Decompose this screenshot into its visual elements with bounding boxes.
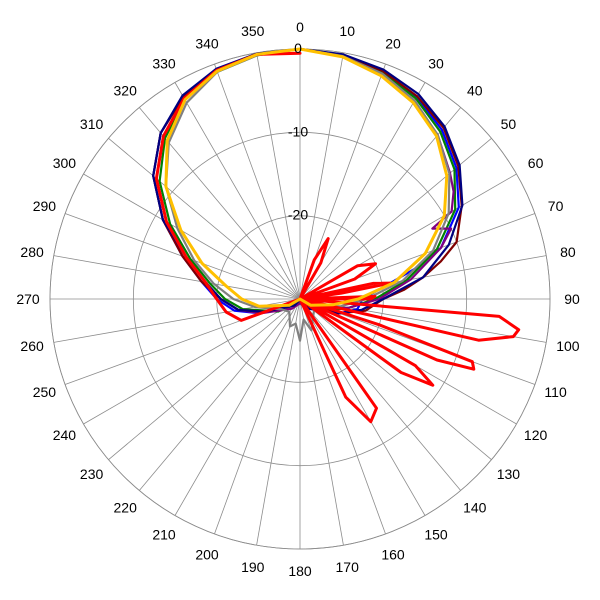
angle-tick-label: 140 (463, 499, 487, 515)
angle-tick-label: 20 (385, 35, 401, 51)
spoke-320 (138, 107, 301, 300)
angle-tick-label: 90 (564, 291, 580, 307)
angle-tick-label: 190 (241, 559, 265, 575)
spoke-150 (299, 298, 426, 516)
angle-tick-label: 10 (339, 23, 355, 39)
angle-tick-label: 100 (556, 338, 580, 354)
spoke-210 (174, 298, 301, 516)
angle-tick-label: 300 (53, 155, 77, 171)
spoke-40 (299, 107, 462, 300)
spoke-240 (83, 298, 301, 425)
angle-tick-label: 230 (80, 466, 104, 482)
angle-tick-label: 210 (152, 527, 176, 543)
series-layer (152, 47, 521, 424)
angle-tick-label: 270 (16, 291, 40, 307)
series-line-6 (154, 51, 521, 424)
spoke-190 (256, 298, 301, 546)
angle-tick-label: 340 (195, 35, 219, 51)
angle-tick-label: 60 (528, 155, 544, 171)
angle-tick-label: 350 (241, 23, 265, 39)
angle-tick-label: 260 (20, 338, 44, 354)
angle-tick-label: 130 (497, 466, 521, 482)
angle-tick-label: 330 (152, 55, 176, 71)
spoke-310 (108, 137, 301, 300)
angle-tick-label: 40 (467, 83, 483, 99)
angle-tick-label: 180 (288, 563, 312, 579)
angle-tick-label: 150 (424, 527, 448, 543)
angle-tick-label: 50 (501, 116, 517, 132)
spoke-340 (214, 63, 301, 300)
spoke-330 (174, 82, 301, 300)
series-line-7 (164, 47, 449, 308)
spoke-140 (299, 298, 462, 491)
angle-tick-label: 220 (114, 499, 138, 515)
spoke-160 (299, 298, 386, 535)
angle-tick-label: 290 (33, 198, 57, 214)
angle-tick-label: 280 (20, 244, 44, 260)
spoke-130 (299, 298, 492, 461)
radial-tick-label: -10 (288, 123, 308, 139)
spoke-350 (256, 52, 301, 300)
angle-tick-label: 160 (381, 547, 405, 563)
axis-labels: 0 10 20 30 40 50 60 70 80 90 100 110 120 130 140 150 160… (16, 19, 580, 579)
spoke-300 (83, 173, 301, 300)
radial-tick-label: 0 (294, 40, 302, 56)
spoke-10 (299, 52, 344, 300)
angle-tick-label: 310 (80, 116, 104, 132)
spoke-200 (214, 298, 301, 535)
angle-tick-label: 110 (544, 384, 567, 400)
radial-tick-label: -20 (288, 207, 308, 223)
angle-tick-label: 200 (195, 547, 219, 563)
angle-tick-label: 0 (296, 19, 304, 35)
angle-tick-label: 70 (548, 198, 564, 214)
angle-tick-label: 80 (560, 244, 576, 260)
spoke-170 (299, 298, 344, 546)
angle-tick-label: 250 (33, 384, 57, 400)
angle-tick-label: 120 (524, 427, 548, 443)
angle-tick-label: 320 (114, 83, 138, 99)
spoke-280 (53, 255, 301, 300)
spoke-220 (138, 298, 301, 491)
angle-tick-label: 30 (428, 55, 444, 71)
spoke-230 (108, 298, 301, 461)
angle-tick-label: 240 (53, 427, 77, 443)
angle-tick-label: 170 (336, 559, 360, 575)
